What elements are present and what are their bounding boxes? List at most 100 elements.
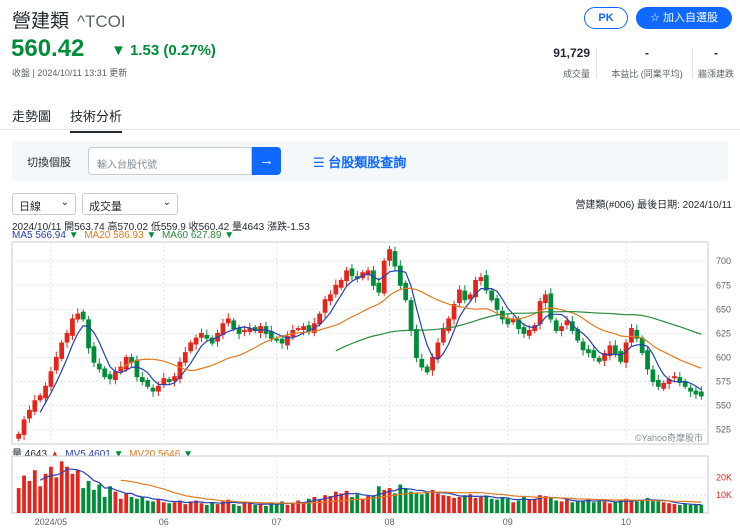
candle-body xyxy=(118,366,124,372)
add-watchlist-button[interactable]: ☆ 加入自選股 xyxy=(636,7,732,29)
candle-body xyxy=(64,332,70,343)
volume-bar xyxy=(129,496,134,513)
mv5-arrow: ▼ xyxy=(113,449,124,460)
candle-body xyxy=(156,385,161,392)
volume-bar xyxy=(570,502,575,513)
volume-bar xyxy=(393,493,397,513)
star-icon: ☆ xyxy=(650,12,660,24)
candle-body xyxy=(279,338,285,344)
candle-body xyxy=(96,363,102,370)
candle-body xyxy=(586,349,591,354)
volume-bar xyxy=(344,490,349,513)
candle-body xyxy=(48,371,54,387)
candle-body xyxy=(462,290,468,301)
stat-volume-label: 成交量 xyxy=(562,69,590,79)
candle-body xyxy=(236,328,242,334)
candle-body xyxy=(483,275,489,291)
volume-bar xyxy=(489,498,494,513)
candle-body xyxy=(199,332,204,338)
candle-body xyxy=(295,328,301,331)
volume-tick-label: 20K xyxy=(716,472,732,482)
volume-bar xyxy=(135,498,139,513)
volume-bar xyxy=(672,504,677,513)
volume-bar xyxy=(699,504,704,513)
volume-bar xyxy=(452,497,456,513)
ma5-line xyxy=(39,270,702,413)
period-value: 日線 xyxy=(19,201,41,213)
volume-bar xyxy=(683,504,688,513)
period-select[interactable]: 日線 ⌄ xyxy=(12,193,76,215)
volume-bar xyxy=(108,486,112,513)
candle-body xyxy=(457,289,462,304)
volume-bar xyxy=(591,502,596,513)
volume-bar xyxy=(178,500,182,513)
volume-bar xyxy=(317,499,322,513)
y-tick-label: 525 xyxy=(716,425,731,435)
candle-body xyxy=(403,282,409,301)
search-go-button[interactable]: → xyxy=(252,147,281,175)
candle-body xyxy=(607,345,613,357)
y-tick-label: 550 xyxy=(716,401,731,411)
candle-body xyxy=(473,279,478,298)
ticker-symbol: ^TCOI xyxy=(77,12,126,31)
candle-body xyxy=(602,353,607,361)
volume-bar xyxy=(414,493,419,513)
volume-bar xyxy=(97,484,102,513)
volume-bar xyxy=(677,504,682,513)
volume-bar xyxy=(75,470,80,513)
volume-bar xyxy=(457,496,462,513)
ma5-legend: MA5 566.94 xyxy=(12,230,66,241)
volume-legend-value: 量 4643 xyxy=(12,449,48,460)
volume-bar xyxy=(688,504,693,513)
category-query-link[interactable]: ☰ 台股類股查詢 xyxy=(313,152,406,171)
volume-bar xyxy=(468,494,473,513)
volume-bar xyxy=(575,501,580,513)
volume-bar xyxy=(538,495,542,513)
candle-body xyxy=(37,395,43,401)
volume-bar xyxy=(124,493,129,513)
category-query-label: 台股類股查詢 xyxy=(328,155,407,170)
indicator-select[interactable]: 成交量 ⌄ xyxy=(82,193,178,215)
stock-code-input[interactable]: 輸入台股代號 xyxy=(88,147,252,175)
volume-bar xyxy=(210,502,215,513)
tab-technical[interactable]: 技術分析 xyxy=(70,106,123,133)
candle-body xyxy=(505,318,511,325)
volume-bar xyxy=(215,504,220,513)
candle-body xyxy=(123,356,129,370)
candle-body xyxy=(365,270,371,276)
candle-body xyxy=(333,284,339,295)
candle-body xyxy=(204,334,210,339)
stat-divider xyxy=(692,48,693,78)
volume-bar xyxy=(565,499,569,513)
volume-bar xyxy=(118,498,123,513)
volume-bar xyxy=(151,501,155,513)
volume-bar xyxy=(667,503,671,513)
volume-bar xyxy=(522,496,526,513)
ma60-arrow: ▼ xyxy=(224,230,235,241)
volume-bar xyxy=(387,488,392,513)
x-tick-label: 07 xyxy=(272,517,282,527)
volume-bar xyxy=(253,504,258,513)
pk-button[interactable]: PK xyxy=(584,7,628,29)
candle-body xyxy=(107,374,113,380)
tab-trend[interactable]: 走勢圖 xyxy=(12,109,52,124)
candle-body xyxy=(430,356,435,371)
volume-bar xyxy=(242,503,247,513)
candle-body xyxy=(376,282,382,293)
candle-body xyxy=(655,380,661,387)
volume-bar xyxy=(446,496,451,513)
volume-bar xyxy=(65,466,69,513)
volume-bar xyxy=(264,505,268,513)
candle-body xyxy=(209,337,215,344)
stat-divider xyxy=(596,48,597,78)
candle-body xyxy=(225,318,231,324)
ma60-legend: MA60 627.89 xyxy=(161,230,222,241)
volume-legend: 量 4643 ▲ MV5 4601 ▼ MV20 5646 ▼ xyxy=(12,445,193,460)
volume-bar xyxy=(624,498,628,513)
candle-body xyxy=(75,313,81,320)
watermark: ©Yahoo奇摩股市 xyxy=(635,432,703,443)
candle-body xyxy=(16,433,22,439)
volume-bar xyxy=(328,496,333,513)
candle-body xyxy=(285,335,290,346)
